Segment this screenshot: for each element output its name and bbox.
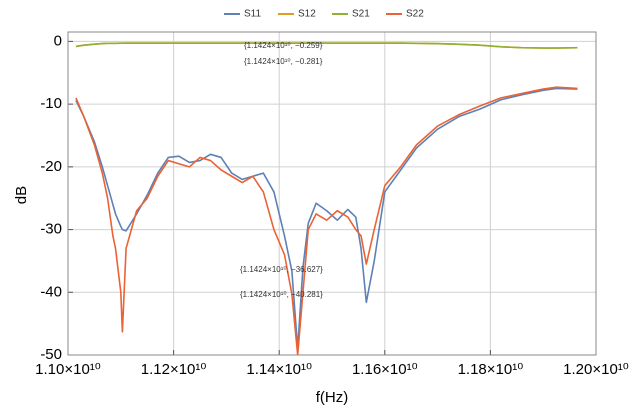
plot-area [75, 42, 578, 355]
annotation: {1.1424×10¹⁰, −36.627} [240, 265, 323, 274]
x-tick-label: 1.20×10¹⁰ [563, 361, 629, 378]
series-line [75, 86, 578, 355]
y-tick-label: -30 [40, 221, 62, 238]
legend-label: S12 [298, 9, 316, 20]
x-tick-label: 1.14×10¹⁰ [246, 361, 312, 378]
plot-frame [67, 31, 597, 356]
x-axis-label: f(Hz) [316, 389, 349, 406]
series-line [75, 42, 578, 49]
y-tick-label: -50 [40, 346, 62, 363]
x-tick-label: 1.18×10¹⁰ [458, 361, 524, 378]
legend-label: S11 [244, 9, 261, 20]
x-tick-label: 1.10×10¹⁰ [35, 361, 101, 378]
annotation: {1.1424×10¹⁰, −40.281} [240, 290, 323, 299]
legend-label: S22 [406, 9, 424, 20]
annotation: {1.1424×10¹⁰, −0.281} [244, 57, 323, 66]
y-tick-label: -10 [40, 95, 62, 112]
y-tick-label: -40 [40, 283, 62, 300]
annotation: {1.1424×10¹⁰, −0.259} [244, 41, 323, 50]
x-tick-label: 1.12×10¹⁰ [141, 361, 207, 378]
y-axis-label: dB [13, 186, 30, 204]
y-tick-label: 0 [54, 32, 62, 49]
legend-label: S21 [352, 9, 370, 20]
x-tick-label: 1.16×10¹⁰ [352, 361, 418, 378]
series-line [75, 87, 578, 350]
y-tick-label: -20 [40, 158, 62, 175]
